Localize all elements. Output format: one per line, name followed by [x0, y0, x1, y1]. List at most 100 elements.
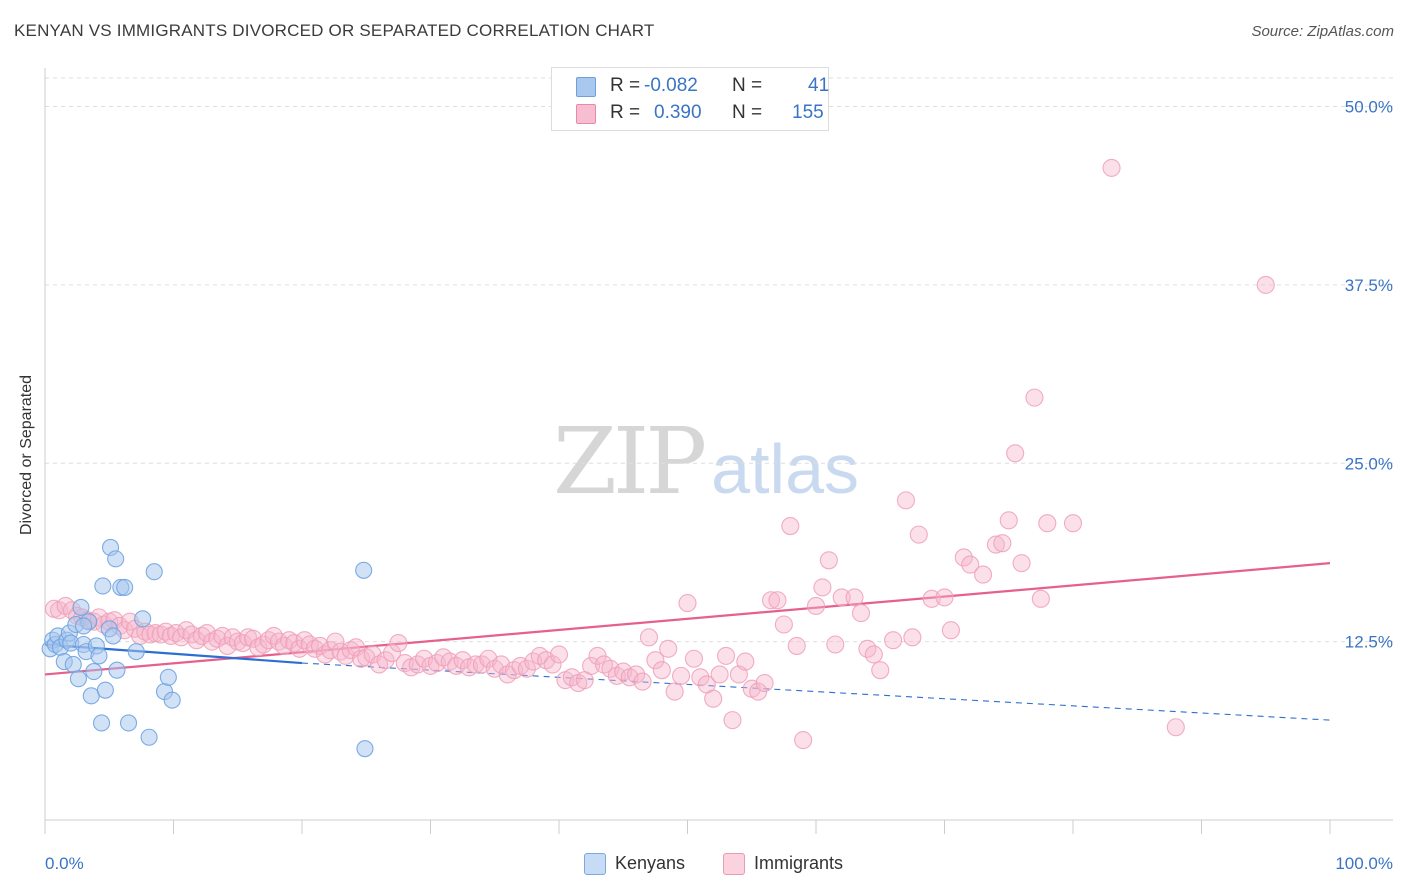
legend-r-value: 0.390	[654, 102, 702, 123]
watermark-zip: ZIP	[553, 408, 707, 515]
data-point-immigrant	[723, 711, 742, 730]
data-point-kenyan	[140, 728, 158, 746]
data-point-immigrant	[691, 668, 710, 687]
data-point-immigrant	[864, 645, 883, 664]
data-point-immigrant	[652, 661, 671, 680]
data-point-immigrant	[826, 635, 845, 654]
data-point-immigrant	[993, 534, 1012, 553]
data-point-immigrant	[954, 548, 973, 567]
data-point-immigrant	[382, 643, 402, 663]
data-point-immigrant	[999, 511, 1018, 530]
data-point-immigrant	[1102, 158, 1121, 177]
data-point-immigrant	[678, 594, 697, 613]
data-point-immigrant	[192, 626, 211, 645]
data-point-immigrant	[305, 639, 324, 658]
data-point-immigrant	[376, 651, 395, 670]
axes	[44, 68, 1393, 834]
data-point-immigrant	[285, 634, 304, 653]
legend-n-value: 155	[792, 102, 824, 123]
source-credit: Source: ZipAtlas.com	[1251, 23, 1394, 40]
data-point-kenyan	[163, 691, 181, 709]
data-point-immigrant	[274, 636, 294, 655]
legend-n-label: N =	[732, 75, 763, 96]
data-point-kenyan	[116, 578, 134, 596]
tick-labels: 12.5% 25.0% 37.5% 50.0% 0.0% 100.0%	[45, 98, 1393, 873]
data-point-immigrant	[755, 673, 774, 693]
legend-swatch-immigrants	[576, 104, 596, 124]
y-tick-label: 50.0%	[1345, 98, 1393, 117]
correlation-legend: R = -0.082 N = 41 R = 0.390 N = 155	[551, 67, 829, 131]
data-point-kenyan	[64, 655, 82, 674]
data-point-immigrant	[884, 631, 903, 650]
data-point-immigrant	[665, 682, 684, 701]
y-axis-label: Divorced or Separated	[18, 374, 35, 536]
data-point-immigrant	[716, 646, 736, 665]
data-point-immigrant	[249, 638, 268, 657]
data-point-immigrant	[218, 636, 237, 655]
data-point-immigrant	[819, 551, 838, 570]
data-point-immigrant	[290, 639, 309, 658]
data-point-immigrant	[768, 591, 787, 610]
data-point-kenyan	[159, 668, 177, 686]
data-point-immigrant	[1166, 718, 1185, 737]
data-point-kenyan	[92, 714, 111, 732]
data-points	[41, 158, 1275, 758]
data-point-immigrant	[646, 651, 665, 670]
y-tick-label: 25.0%	[1345, 454, 1393, 473]
data-point-immigrant	[761, 591, 781, 610]
data-point-immigrant	[1006, 444, 1025, 463]
data-point-immigrant	[736, 652, 755, 671]
data-point-immigrant	[659, 639, 678, 658]
gridlines	[45, 77, 1393, 643]
x-tick-label: 0.0%	[45, 854, 84, 873]
data-point-immigrant	[1012, 554, 1031, 573]
data-point-immigrant	[517, 659, 536, 678]
data-point-immigrant	[851, 604, 871, 623]
data-point-immigrant	[710, 665, 729, 684]
data-point-immigrant	[208, 629, 227, 648]
legend-swatch-immigrants	[723, 853, 745, 875]
legend-n-value: 41	[808, 75, 830, 96]
data-point-immigrant	[903, 628, 922, 647]
data-point-immigrant	[1063, 514, 1083, 533]
data-point-immigrant	[941, 621, 960, 640]
legend-item-kenyans[interactable]: Kenyans	[584, 852, 704, 876]
data-point-kenyan	[127, 643, 145, 661]
data-point-kenyan	[94, 577, 112, 595]
data-point-immigrant	[627, 665, 646, 684]
data-point-kenyan	[104, 627, 122, 645]
data-point-immigrant	[806, 596, 826, 616]
legend-r-value: -0.082	[644, 75, 698, 96]
data-point-kenyan	[355, 561, 373, 579]
data-point-immigrant	[672, 666, 691, 685]
data-point-immigrant	[633, 672, 652, 691]
data-point-kenyan	[72, 598, 90, 616]
data-point-immigrant	[781, 517, 800, 536]
data-point-immigrant	[845, 588, 864, 607]
data-point-immigrant	[935, 588, 954, 607]
chart-title: KENYAN VS IMMIGRANTS DIVORCED OR SEPARAT…	[14, 21, 655, 40]
data-point-immigrant	[1038, 514, 1057, 533]
data-point-immigrant	[973, 565, 993, 584]
data-point-immigrant	[1031, 589, 1050, 608]
legend-swatch-kenyans	[584, 853, 606, 875]
data-point-kenyan	[69, 670, 87, 688]
data-point-immigrant	[582, 656, 601, 675]
data-point-kenyan	[75, 617, 93, 635]
legend-item-immigrants[interactable]: Immigrants	[723, 852, 873, 876]
data-point-kenyan	[356, 740, 374, 758]
data-point-immigrant	[389, 634, 408, 653]
data-point-immigrant	[896, 491, 916, 510]
data-point-immigrant	[1256, 275, 1275, 294]
y-tick-label: 12.5%	[1345, 633, 1393, 652]
data-point-immigrant	[1025, 388, 1044, 407]
data-point-kenyan	[134, 610, 152, 628]
data-point-immigrant	[704, 689, 723, 708]
data-point-immigrant	[813, 578, 832, 597]
legend-swatch-kenyans	[576, 77, 596, 97]
data-point-immigrant	[684, 649, 703, 668]
x-tick-label: 100.0%	[1335, 854, 1393, 873]
data-point-immigrant	[922, 589, 941, 608]
legend-r-label: R =	[610, 75, 641, 96]
